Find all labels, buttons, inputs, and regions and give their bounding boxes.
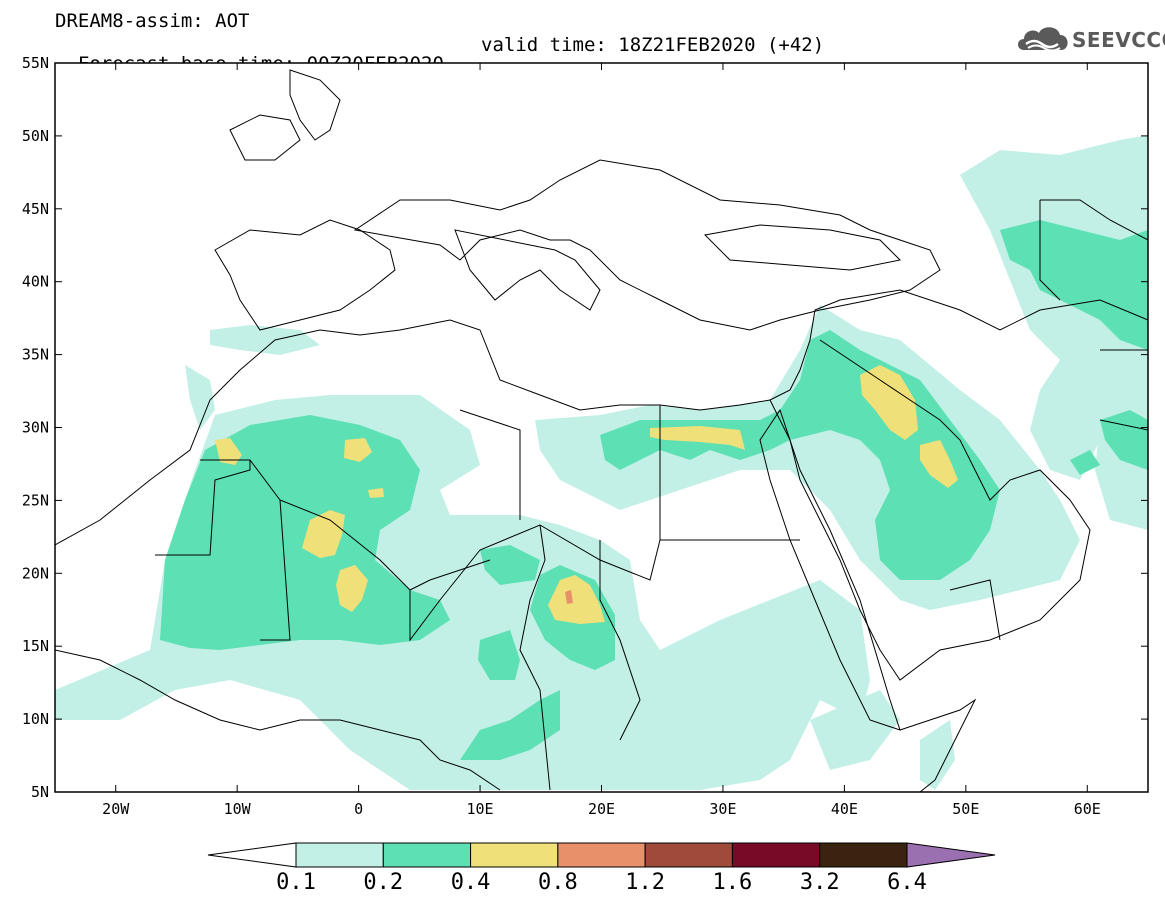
colorbar-label: 0.2 bbox=[363, 870, 404, 895]
colorbar-label: 1.6 bbox=[712, 870, 753, 895]
lon-tick-label: 20E bbox=[588, 800, 615, 818]
lon-tick-label: 40E bbox=[831, 800, 858, 818]
lat-tick-label: 30N bbox=[22, 419, 49, 437]
lat-tick-label: 55N bbox=[22, 54, 49, 72]
lat-tick-label: 50N bbox=[22, 127, 49, 145]
colorbar-box bbox=[731, 842, 821, 868]
lat-tick-label: 5N bbox=[31, 783, 49, 801]
colorbar-box bbox=[295, 842, 384, 868]
map-title: DREAM8-assim: AOT bbox=[55, 10, 250, 32]
seevccc-logo: SEEVCCC bbox=[1016, 22, 1165, 56]
lon-tick-label: 10E bbox=[467, 800, 494, 818]
colorbar-label: 0.8 bbox=[537, 870, 578, 895]
coastlines-borders bbox=[55, 69, 1148, 792]
lat-tick-label: 25N bbox=[22, 491, 49, 509]
lon-tick-label: 60E bbox=[1074, 800, 1101, 818]
lon-tick-label: 0 bbox=[354, 800, 363, 818]
colorbar-box bbox=[382, 842, 472, 868]
lon-tick-label: 10W bbox=[224, 800, 252, 818]
lon-axis: 20W 10W 0 10E 20E 30E 40E 50E 60E bbox=[102, 63, 1101, 818]
aot-level-0.8 bbox=[565, 590, 573, 604]
lat-tick-label: 20N bbox=[22, 564, 49, 582]
valid-time-text: valid time: 18Z21FEB2020 (+42) bbox=[481, 34, 825, 56]
cloud-logo-icon bbox=[1018, 27, 1068, 52]
colorbar-max-arrow bbox=[906, 842, 996, 868]
colorbar-label: 6.4 bbox=[887, 870, 927, 895]
colorbar bbox=[207, 842, 996, 868]
colorbar-label: 0.4 bbox=[450, 870, 491, 895]
lat-tick-label: 40N bbox=[22, 273, 49, 291]
lat-tick-label: 15N bbox=[22, 637, 49, 655]
lon-tick-label: 30E bbox=[709, 800, 736, 818]
lon-tick-label: 20W bbox=[102, 800, 130, 818]
aot-level-0.4 bbox=[215, 365, 958, 624]
colorbar-label: 1.2 bbox=[625, 870, 666, 895]
colorbar-label: 3.2 bbox=[799, 870, 840, 895]
lat-tick-label: 45N bbox=[22, 200, 49, 218]
lat-tick-label: 35N bbox=[22, 346, 49, 364]
logo-text: SEEVCCC bbox=[1072, 28, 1165, 52]
colorbar-box bbox=[557, 842, 646, 868]
colorbar-box bbox=[470, 842, 559, 868]
colorbar-min-arrow bbox=[207, 842, 297, 868]
colorbar-box bbox=[819, 842, 908, 868]
aot-contours bbox=[55, 135, 1148, 790]
lat-tick-label: 10N bbox=[22, 710, 49, 728]
colorbar-label: 0.1 bbox=[276, 870, 316, 895]
lat-axis: 55N 50N 45N 40N 35N 30N 25N 20N 15N 10N 5N bbox=[22, 54, 1148, 801]
colorbar-box bbox=[644, 842, 733, 868]
lon-tick-label: 50E bbox=[952, 800, 979, 818]
